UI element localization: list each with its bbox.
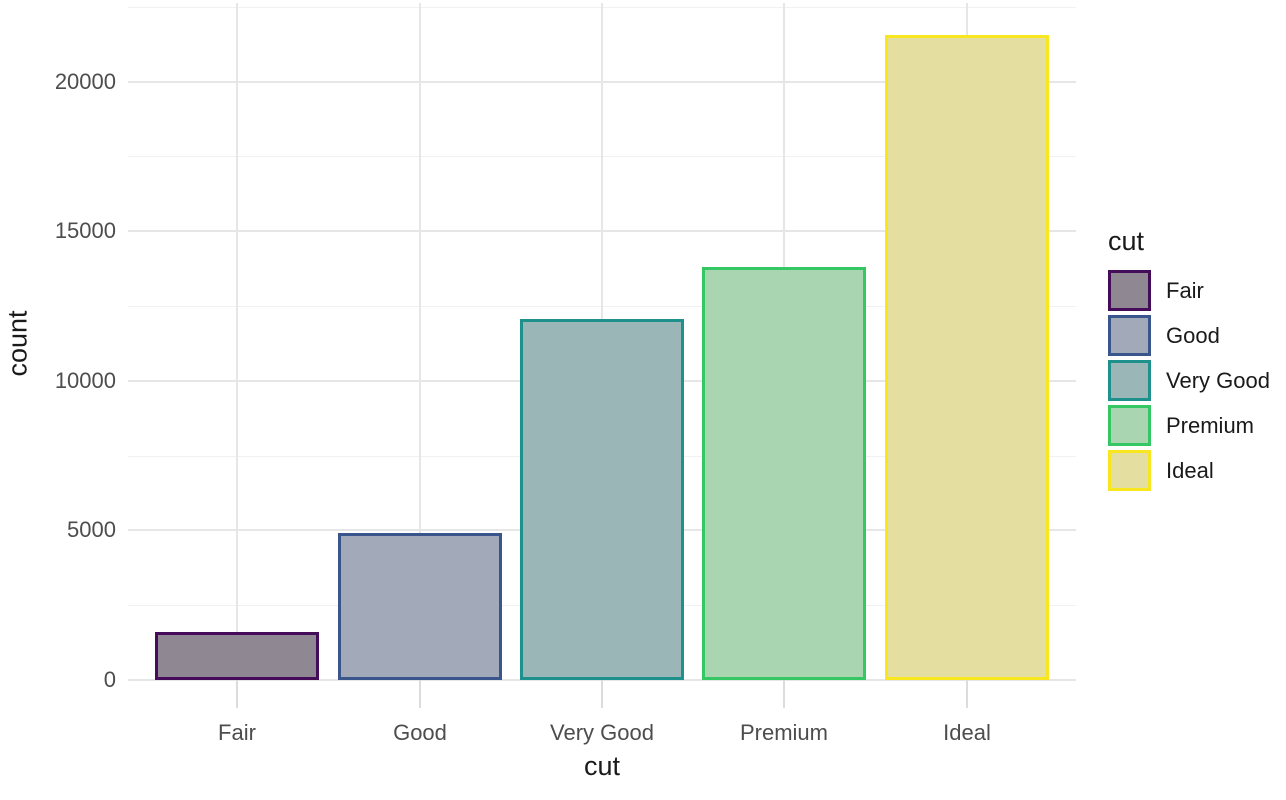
legend-key-ideal — [1108, 450, 1151, 491]
legend-row-premium: Premium — [1108, 405, 1270, 446]
legend-label-fair: Fair — [1166, 277, 1204, 303]
y-tick-label-20000: 20000 — [54, 69, 116, 94]
x-tick-very-good — [601, 680, 603, 708]
legend-key-fair — [1108, 270, 1151, 311]
x-tick-good — [419, 680, 421, 708]
gridline-x-good — [419, 3, 421, 680]
legend-row-fair: Fair — [1108, 270, 1270, 311]
x-tick-label-ideal: Ideal — [943, 720, 991, 745]
plot-panel — [128, 3, 1076, 681]
legend-items: Fair Good Very Good Premium Ideal — [1108, 270, 1270, 491]
x-tick-label-very-good: Very Good — [550, 720, 654, 745]
legend-label-premium: Premium — [1166, 412, 1255, 438]
legend-label-good: Good — [1166, 322, 1220, 348]
legend-title: cut — [1108, 226, 1145, 256]
legend: cut Fair Good Very Good Premium Ideal — [1108, 226, 1270, 491]
bar-good — [338, 533, 502, 680]
bar-very-good — [520, 319, 684, 680]
x-tick-ideal — [966, 680, 968, 708]
legend-row-good: Good — [1108, 315, 1270, 356]
x-tick-fair — [236, 680, 238, 708]
legend-row-ideal: Ideal — [1108, 450, 1270, 491]
bar-premium — [702, 267, 866, 680]
y-tick-label-10000: 10000 — [54, 368, 116, 393]
gridline-x-fair — [236, 3, 238, 680]
bar-ideal — [885, 35, 1049, 680]
x-tick-premium — [783, 680, 785, 708]
y-axis-title: count — [2, 310, 33, 377]
legend-key-very-good — [1108, 360, 1151, 401]
x-tick-label-good: Good — [393, 720, 447, 745]
x-axis-title: cut — [583, 751, 621, 781]
legend-label-ideal: Ideal — [1166, 457, 1214, 483]
y-tick-label-5000: 5000 — [67, 517, 116, 542]
y-tick-label-0: 0 — [103, 667, 116, 692]
y-tick-label-15000: 15000 — [54, 218, 116, 243]
x-tick-label-fair: Fair — [218, 720, 256, 745]
legend-key-good — [1108, 315, 1151, 356]
legend-label-very-good: Very Good — [1166, 367, 1270, 393]
bar-fair — [155, 632, 319, 680]
legend-key-premium — [1108, 405, 1151, 446]
legend-row-very-good: Very Good — [1108, 360, 1270, 401]
x-tick-label-premium: Premium — [739, 720, 828, 745]
